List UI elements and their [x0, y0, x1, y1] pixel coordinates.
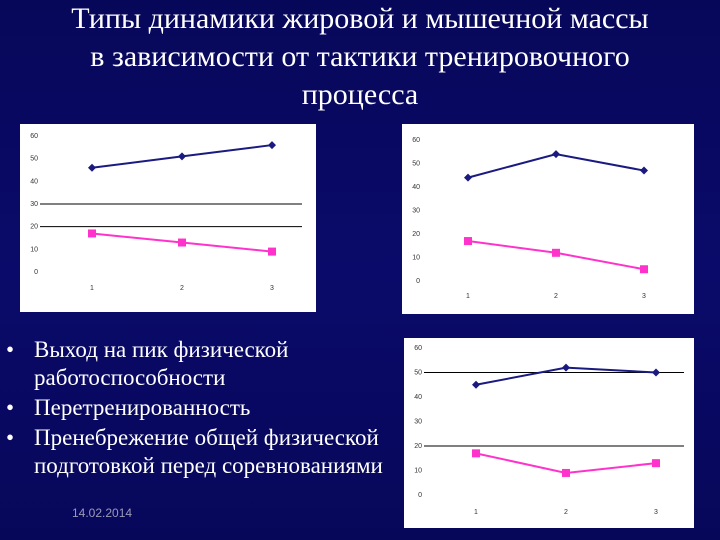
- series-1-point: [88, 163, 96, 172]
- series-1-point: [640, 166, 648, 175]
- title-line-3: процесса: [301, 78, 419, 111]
- series-2-point: [552, 248, 560, 257]
- y-tick-label: 30: [412, 208, 420, 215]
- bullet-glyph: •: [6, 425, 15, 450]
- y-tick-label: 0: [418, 492, 422, 499]
- bullet-list: • Выход на пик физической работоспособнос…: [6, 336, 386, 482]
- series-1-point: [652, 368, 660, 377]
- chart-general-training-neglect: 0 10 20 30 40 50 60 1 2 3: [404, 338, 694, 528]
- bullet-glyph: •: [6, 337, 15, 362]
- chart-svg: 0 10 20 30 40 50 60 1 2 3: [412, 137, 648, 300]
- bullet-glyph: •: [6, 395, 15, 420]
- bullet-text: Пренебрежение общей физической подготовк…: [34, 425, 383, 478]
- x-tick-label: 3: [270, 285, 274, 292]
- x-tick-label: 3: [654, 509, 658, 516]
- chart-svg: 0 10 20 30 40 50 60 1 2 3: [30, 133, 302, 292]
- y-tick-label: 30: [414, 419, 422, 426]
- x-tick-label: 2: [554, 293, 558, 300]
- series-1-point: [472, 380, 480, 389]
- chart-overtraining: 0 10 20 30 40 50 60 1 2 3: [402, 124, 694, 314]
- y-tick-label: 10: [30, 246, 38, 253]
- y-tick-label: 40: [30, 178, 38, 185]
- y-tick-label: 10: [412, 255, 420, 262]
- y-tick-label: 20: [412, 231, 420, 238]
- bullet-text: Выход на пик физической работоспособност…: [34, 337, 289, 390]
- y-tick-label: 40: [412, 184, 420, 191]
- y-tick-label: 50: [414, 370, 422, 377]
- slide-title: Типы динамики жировой и мышечной массы в…: [0, 0, 720, 114]
- bullet-item: • Пренебрежение общей физической подготов…: [6, 424, 386, 480]
- series-2-point: [652, 459, 660, 468]
- footer-date: 14.02.2014: [72, 506, 133, 520]
- x-tick-label: 3: [642, 293, 646, 300]
- y-tick-label: 40: [414, 394, 422, 401]
- y-tick-label: 60: [30, 133, 38, 140]
- series-1-point: [464, 173, 472, 182]
- series-1-point: [552, 150, 560, 159]
- y-tick-label: 20: [30, 224, 38, 231]
- series-2-point: [464, 237, 472, 246]
- series-2-point: [472, 449, 480, 458]
- series-2-point: [562, 468, 570, 477]
- x-tick-label: 2: [180, 285, 184, 292]
- y-tick-label: 50: [30, 156, 38, 163]
- y-tick-label: 0: [34, 269, 38, 276]
- series-2-point: [88, 229, 96, 238]
- y-tick-label: 10: [414, 468, 422, 475]
- bullet-text: Перетренированность: [34, 395, 251, 420]
- y-tick-label: 60: [412, 137, 420, 144]
- bullet-item: • Выход на пик физической работоспособнос…: [6, 336, 386, 392]
- x-tick-label: 1: [90, 285, 94, 292]
- chart-peak-performance: 0 10 20 30 40 50 60 1 2 3: [20, 124, 316, 312]
- series-2-point: [178, 238, 186, 247]
- y-tick-label: 50: [412, 161, 420, 168]
- title-line-1: Типы динамики жировой и мышечной массы: [71, 2, 649, 35]
- y-tick-label: 30: [30, 201, 38, 208]
- x-tick-label: 1: [474, 509, 478, 516]
- y-tick-label: 60: [414, 345, 422, 352]
- chart-svg: 0 10 20 30 40 50 60 1 2 3: [414, 345, 684, 516]
- x-tick-label: 1: [466, 293, 470, 300]
- series-2-point: [268, 247, 276, 256]
- bullet-item: • Перетренированность: [6, 394, 386, 422]
- y-tick-label: 0: [416, 278, 420, 285]
- series-2-point: [640, 265, 648, 274]
- y-tick-label: 20: [414, 443, 422, 450]
- x-tick-label: 2: [564, 509, 568, 516]
- series-1-point: [178, 152, 186, 161]
- series-1-point: [562, 363, 570, 372]
- series-1-point: [268, 141, 276, 150]
- title-line-2: в зависимости от тактики тренировочного: [90, 40, 630, 73]
